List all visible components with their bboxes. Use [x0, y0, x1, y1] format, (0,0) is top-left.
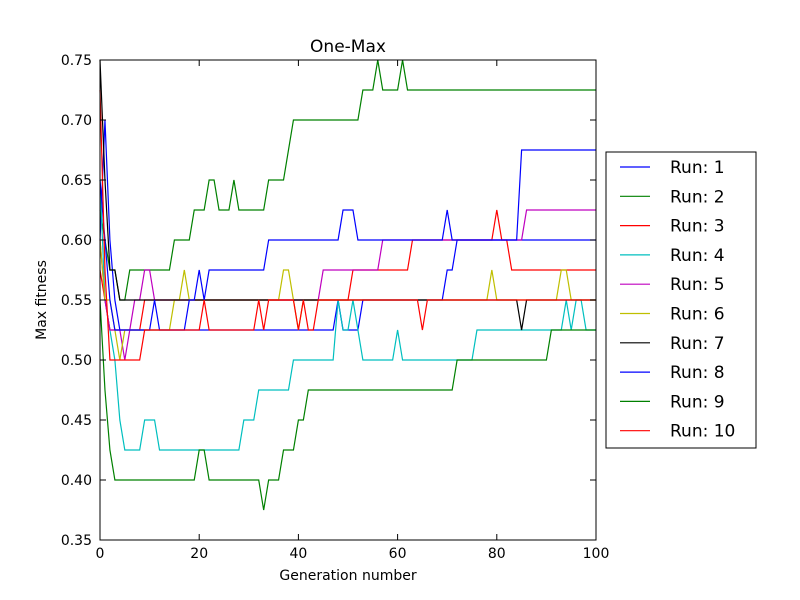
series-line-run-4: [99, 179, 596, 451]
x-tick-label: 40: [289, 546, 307, 562]
y-axis-label: Max fitness: [34, 260, 50, 340]
legend-label-run-7: Run: 7: [670, 334, 725, 354]
x-tick-label: 80: [488, 546, 506, 562]
series-line-run-7: [99, 59, 596, 331]
series-line-run-9: [99, 299, 596, 511]
y-tick-label: 0.50: [61, 353, 92, 369]
y-tick-label: 0.55: [61, 293, 92, 309]
x-tick-label: 60: [389, 546, 407, 562]
x-tick-label: 0: [96, 546, 105, 562]
series-line-run-5: [99, 209, 596, 361]
y-tick-label: 0.60: [61, 233, 92, 249]
chart-title: One-Max: [310, 37, 386, 57]
y-axis: 0.35 0.40 0.45 0.50 0.55 0.60 0.65 0.70 0.75: [61, 53, 596, 549]
y-tick-label: 0.40: [61, 473, 92, 489]
legend-label-run-9: Run: 9: [670, 392, 725, 412]
legend-label-run-1: Run: 1: [670, 158, 725, 178]
legend-label-run-8: Run: 8: [670, 363, 725, 383]
legend-label-run-10: Run: 10: [670, 422, 735, 442]
legend-label-run-2: Run: 2: [670, 187, 725, 207]
x-tick-label: 100: [583, 546, 610, 562]
y-tick-label: 0.65: [61, 173, 92, 189]
y-tick-label: 0.35: [61, 533, 92, 549]
legend: Run: 1 Run: 2 Run: 3 Run: 4 Run: 5 Run: 6 Run:…: [605, 151, 757, 449]
legend-label-run-4: Run: 4: [670, 246, 725, 266]
y-tick-label: 0.45: [61, 413, 92, 429]
series-line-run-10: [99, 89, 596, 361]
legend-box: [605, 151, 757, 449]
x-axis-label: Generation number: [279, 568, 416, 584]
plot-area: [99, 59, 596, 511]
y-tick-label: 0.70: [61, 113, 92, 129]
x-axis: 0 20 40 60 80 100: [96, 60, 610, 562]
legend-label-run-6: Run: 6: [670, 305, 725, 325]
legend-label-run-3: Run: 3: [670, 217, 725, 237]
legend-label-run-5: Run: 5: [670, 275, 725, 295]
x-tick-label: 20: [190, 546, 208, 562]
series-line-run-2: [99, 59, 596, 301]
y-tick-label: 0.75: [61, 53, 92, 69]
